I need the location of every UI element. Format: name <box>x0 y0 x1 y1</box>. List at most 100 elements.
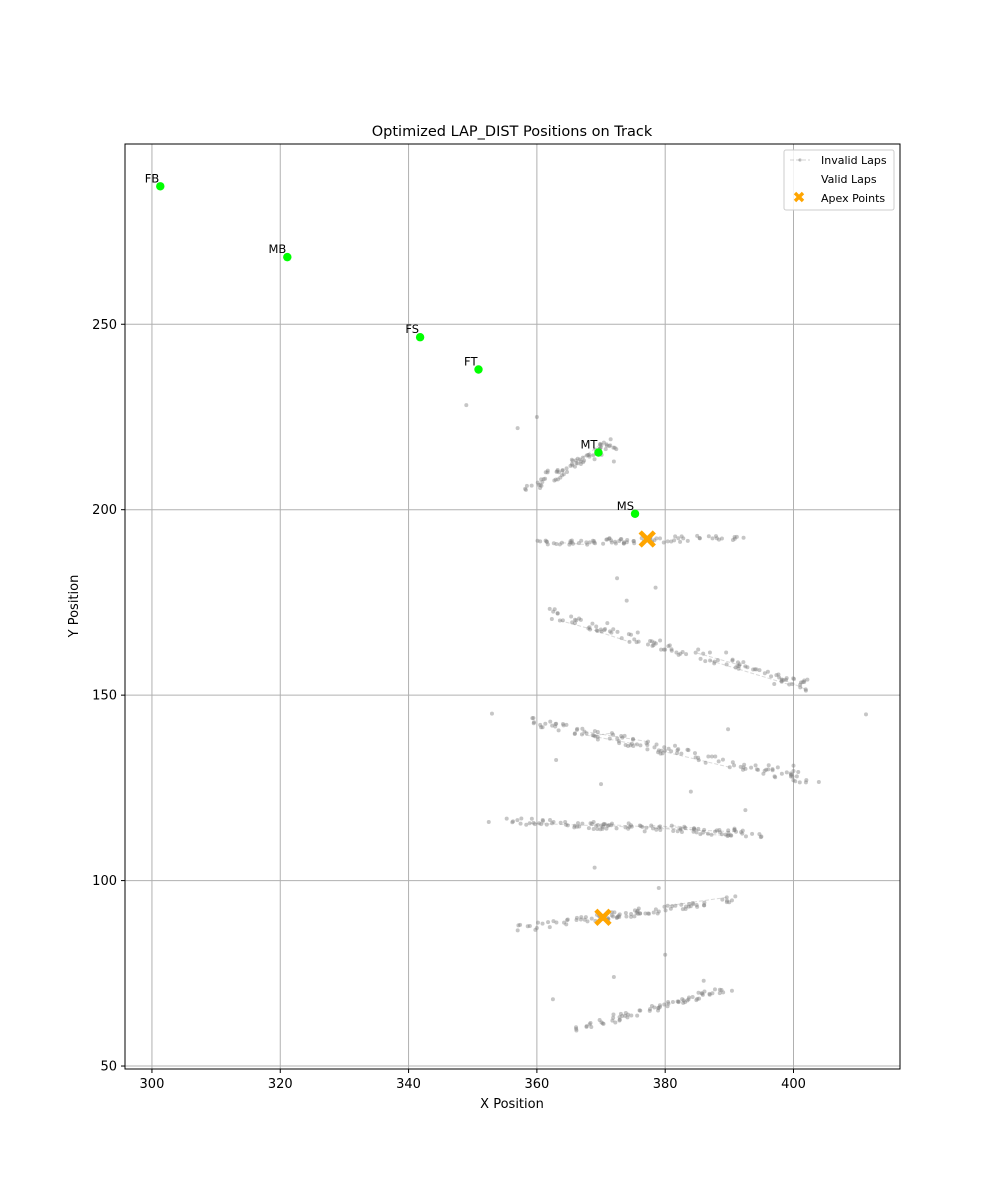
invalid-lap-point <box>816 779 821 784</box>
invalid-lap-point <box>572 464 577 469</box>
invalid-lap-point <box>772 774 777 779</box>
invalid-lap-point <box>698 832 703 837</box>
invalid-lap-point <box>611 732 616 737</box>
y-tick-label: 50 <box>100 1060 117 1075</box>
invalid-lap-point <box>538 539 543 544</box>
invalid-lap-point <box>624 540 629 545</box>
invalid-lap-point <box>599 1020 604 1025</box>
invalid-lap-point <box>595 827 600 832</box>
invalid-lap-point <box>543 476 548 481</box>
invalid-lap-point <box>559 540 564 545</box>
invalid-lap-point <box>777 675 782 680</box>
invalid-lap-point <box>658 828 663 833</box>
invalid-lap-point <box>553 724 558 729</box>
invalid-lap-point <box>617 912 622 917</box>
invalid-lap-point <box>636 906 641 911</box>
invalid-lap-point <box>548 719 553 724</box>
invalid-lap-point <box>561 472 566 477</box>
invalid-lap-point <box>618 537 623 542</box>
invalid-lap-point <box>650 643 655 648</box>
invalid-lap-point <box>756 767 761 772</box>
invalid-lap-point <box>565 470 570 475</box>
invalid-lap-point <box>724 898 729 903</box>
invalid-lap-point <box>609 731 614 736</box>
invalid-lap-point <box>666 746 671 751</box>
invalid-lap-point <box>724 900 729 905</box>
invalid-lap-segment <box>593 732 613 737</box>
invalid-lap-point <box>602 627 607 632</box>
invalid-lap-point <box>615 915 620 920</box>
invalid-lap-point <box>653 641 658 646</box>
invalid-lap-point <box>607 536 612 541</box>
invalid-lap-point <box>632 908 637 913</box>
apex-point <box>638 530 656 548</box>
invalid-lap-point <box>663 647 668 652</box>
invalid-lap-point <box>578 462 583 467</box>
invalid-lap-point <box>598 827 603 832</box>
invalid-lap-point <box>712 987 717 992</box>
invalid-lap-point <box>551 819 556 824</box>
invalid-lap-point <box>799 680 804 685</box>
invalid-lap-point <box>788 771 793 776</box>
invalid-lap-point <box>712 659 717 664</box>
invalid-lap-point <box>685 747 690 752</box>
invalid-lap-point <box>576 821 581 826</box>
invalid-lap-segment <box>709 660 790 686</box>
invalid-lap-point <box>660 751 665 756</box>
invalid-lap-point <box>737 663 742 668</box>
invalid-lap-point <box>585 919 590 924</box>
invalid-lap-point <box>547 606 552 611</box>
invalid-lap-point <box>685 538 690 543</box>
invalid-lap-point <box>620 735 625 740</box>
invalid-lap-point <box>547 818 552 823</box>
invalid-lap-point <box>681 1000 686 1005</box>
invalid-lap-point <box>609 913 614 918</box>
legend: Invalid Laps Valid Laps Apex Points <box>783 149 895 211</box>
invalid-lap-point <box>652 1005 657 1010</box>
invalid-lap-segment <box>652 827 737 833</box>
invalid-lap-point <box>569 457 574 462</box>
invalid-lap-point <box>787 682 792 687</box>
invalid-lap-point <box>607 444 612 449</box>
invalid-lap-segment <box>561 542 588 546</box>
invalid-lap-point <box>604 443 609 448</box>
invalid-lap-point <box>604 537 609 542</box>
invalid-lap-point <box>539 483 544 488</box>
invalid-lap-point <box>683 825 688 830</box>
invalid-lap-point <box>617 915 622 920</box>
invalid-lap-point <box>539 477 544 482</box>
invalid-lap-segment <box>700 833 732 837</box>
invalid-lap-point <box>572 621 577 626</box>
invalid-lap-point <box>727 900 732 905</box>
invalid-lap-point <box>695 904 700 909</box>
invalid-lap-point <box>564 466 569 471</box>
invalid-lap-point <box>775 765 780 770</box>
invalid-lap-point <box>649 1004 654 1009</box>
invalid-lap-point <box>741 660 746 665</box>
invalid-lap-point <box>609 823 614 828</box>
invalid-lap-point <box>753 763 758 768</box>
invalid-lap-point <box>686 748 691 753</box>
invalid-lap-point <box>774 673 779 678</box>
invalid-lap-point <box>688 904 693 909</box>
invalid-lap-point <box>580 455 585 460</box>
invalid-lap-point <box>784 770 789 775</box>
invalid-lap-point <box>690 995 695 1000</box>
invalid-lap-point <box>510 820 515 825</box>
invalid-lap-point <box>550 723 555 728</box>
invalid-lap-point <box>638 824 643 829</box>
invalid-lap-point <box>779 679 784 684</box>
invalid-lap-point <box>648 1007 653 1012</box>
invalid-lap-point <box>587 540 592 545</box>
invalid-lap-point <box>504 816 509 821</box>
invalid-lap-point <box>772 682 777 687</box>
invalid-lap-point <box>789 772 794 777</box>
invalid-lap-point <box>560 468 565 473</box>
invalid-lap-point <box>584 540 589 545</box>
invalid-lap-point <box>543 538 548 543</box>
invalid-lap-point <box>538 722 543 727</box>
invalid-lap-point <box>545 468 550 473</box>
invalid-lap-point <box>648 639 653 644</box>
invalid-lap-point <box>717 987 722 992</box>
invalid-lap-point <box>592 729 597 734</box>
